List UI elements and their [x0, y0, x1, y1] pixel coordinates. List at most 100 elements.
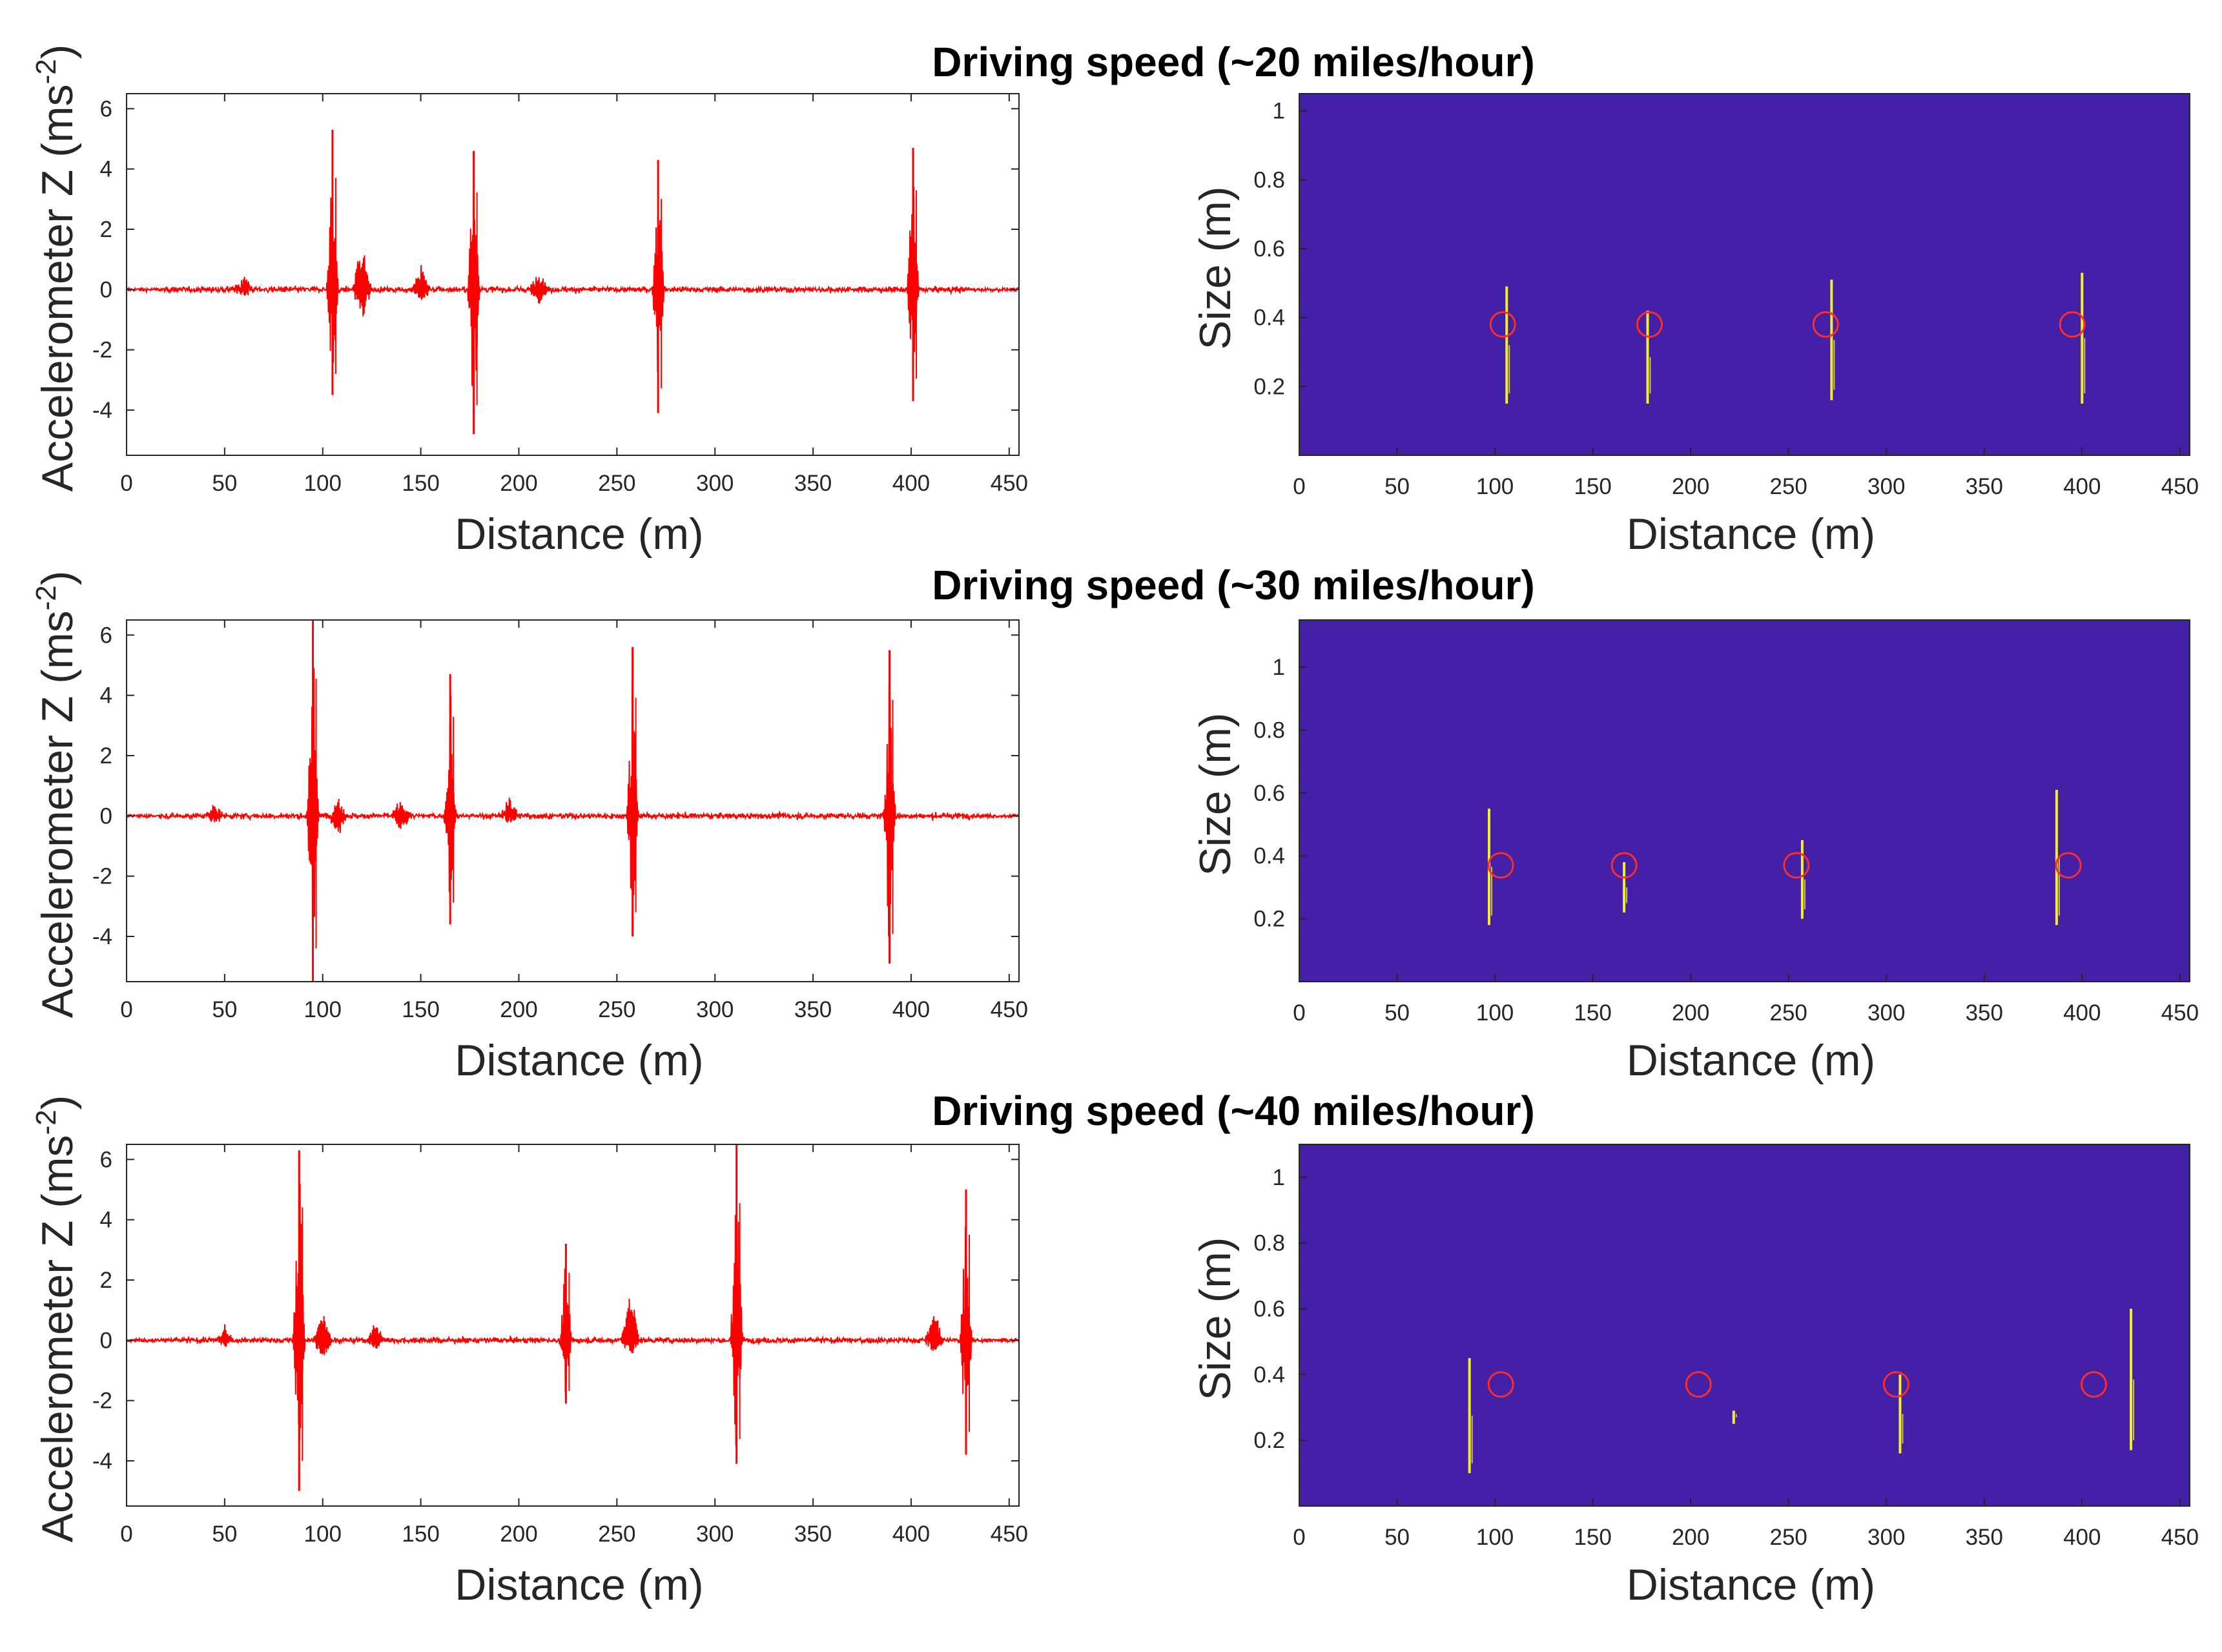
y-axis-label-sup: -2 — [30, 585, 62, 610]
x-tick-label: 200 — [500, 997, 537, 1022]
accel-chart: 0 50 100 150 200 250 300 350 400 450 -4 -2 0 2 4 6 Dista… — [30, 1095, 1028, 1609]
heatmap-frame — [1299, 1144, 2190, 1507]
x-tick-label: 50 — [1384, 1000, 1410, 1026]
x-tick-label: 200 — [1672, 474, 1709, 499]
x-tick-label: 450 — [991, 471, 1028, 496]
marker-circle — [1636, 311, 1663, 338]
x-tick-label: 350 — [1966, 1525, 2003, 1550]
y-axis-label-main: Accelerometer Z (ms — [33, 1135, 82, 1542]
x-tick-label: 250 — [1769, 474, 1807, 499]
size-map-chart: 0 50 100 150 200 250 300 350 400 450 0.2 0.4 0.6 0.8 1… — [1191, 93, 2199, 559]
marker-circle — [1610, 852, 1638, 879]
marker-circle — [1812, 311, 1839, 338]
x-tick-label: 100 — [304, 1522, 342, 1547]
plot-area — [127, 620, 1019, 982]
plot-area — [127, 94, 1019, 455]
x-tick-label: 400 — [2063, 1000, 2101, 1026]
heatmap-background — [1299, 620, 2190, 982]
y-tick-label: 0.8 — [1253, 1231, 1285, 1256]
size-map-chart: 0 50 100 150 200 250 300 350 400 450 0.2 0.4 0.6 0.8 1… — [1191, 619, 2199, 1085]
y-tick-label: 0 — [100, 277, 112, 302]
marker-circle — [1487, 852, 1514, 879]
y-tick-label: 4 — [100, 157, 112, 182]
y-tick-label: 0.2 — [1253, 1428, 1285, 1453]
x-tick-label: 50 — [212, 471, 237, 496]
y-tick-label: 0 — [100, 1328, 112, 1353]
y-tick-label: 1 — [1273, 1165, 1285, 1190]
y-tick-label: 1 — [1273, 99, 1285, 124]
y-axis-label-sup: -2 — [30, 1110, 62, 1135]
y-tick-label: 0.8 — [1253, 718, 1285, 743]
x-tick-label: 150 — [402, 997, 439, 1022]
y-tick-label: -2 — [92, 864, 112, 889]
y-tick-label: 1 — [1273, 655, 1285, 680]
y-axis-label: Size (m) — [1191, 186, 1240, 349]
x-tick-label: 150 — [1574, 1000, 1611, 1026]
y-tick-label: 0.6 — [1253, 781, 1285, 806]
y-tick-label: -4 — [92, 398, 112, 423]
row-title: Driving speed (~20 miles/hour) — [932, 39, 1535, 85]
x-tick-label: 0 — [120, 997, 132, 1022]
x-tick-label: 450 — [991, 1522, 1028, 1547]
marker-circle — [2055, 852, 2082, 879]
x-tick-label: 250 — [598, 471, 635, 496]
y-tick-label: -2 — [92, 1389, 112, 1414]
x-tick-label: 150 — [1574, 1525, 1611, 1550]
y-axis-label: Accelerometer Z (ms-2) — [30, 1095, 82, 1543]
x-tick-label: 50 — [1384, 1525, 1410, 1550]
x-axis-label: Distance (m) — [455, 510, 703, 559]
x-tick-label: 150 — [1574, 474, 1611, 499]
y-tick-label: 6 — [100, 96, 112, 121]
plot-frame — [126, 1144, 1020, 1507]
x-tick-label: 350 — [794, 1522, 832, 1547]
y-axis-label-sup: -2 — [30, 59, 62, 84]
y-tick-label: 0 — [100, 803, 112, 829]
x-tick-label: 200 — [500, 471, 537, 496]
y-tick-label: 6 — [100, 1147, 112, 1172]
x-tick-label: 200 — [1672, 1525, 1709, 1550]
y-tick-label: -2 — [92, 338, 112, 363]
marker-circle — [1487, 1371, 1514, 1398]
x-tick-label: 400 — [892, 1522, 930, 1547]
x-tick-label: 350 — [794, 471, 832, 496]
x-tick-label: 350 — [794, 997, 832, 1022]
size-map-chart: 0 50 100 150 200 250 300 350 400 450 0.2 0.4 0.6 0.8 1… — [1191, 1144, 2199, 1609]
heatmap-frame — [1299, 619, 2190, 982]
y-tick-label: 2 — [100, 743, 112, 769]
x-tick-label: 250 — [598, 997, 635, 1022]
accel-signal-line — [126, 663, 1020, 937]
x-tick-label: 300 — [696, 471, 734, 496]
row-title: Driving speed (~30 miles/hour) — [932, 562, 1535, 608]
accel-chart: 0 50 100 150 200 250 300 350 400 450 -4 -2 0 2 4 6 Dista… — [30, 571, 1028, 1085]
x-tick-label: 350 — [1966, 474, 2003, 499]
accel-chart: 0 50 100 150 200 250 300 350 400 450 -4 -2 0 2 4 6 Dista… — [30, 45, 1028, 559]
x-tick-label: 400 — [2063, 474, 2101, 499]
accel-signal-line — [126, 169, 1020, 386]
x-tick-label: 400 — [892, 997, 930, 1022]
plot-frame — [126, 93, 1020, 456]
y-tick-label: 4 — [100, 683, 112, 708]
y-tick-label: 0.4 — [1253, 1362, 1285, 1387]
y-axis-label: Accelerometer Z (ms-2) — [30, 571, 82, 1018]
heatmap-frame — [1299, 93, 2190, 456]
y-tick-label: 0.4 — [1253, 843, 1285, 869]
x-tick-label: 250 — [1769, 1525, 1807, 1550]
x-tick-label: 50 — [212, 1522, 237, 1547]
x-tick-label: 100 — [1476, 474, 1514, 499]
y-tick-label: 0.6 — [1253, 1297, 1285, 1322]
x-tick-label: 0 — [120, 1522, 132, 1547]
y-tick-label: -4 — [92, 1449, 112, 1474]
x-tick-label: 50 — [212, 997, 237, 1022]
y-tick-label: 0.4 — [1253, 305, 1285, 331]
x-tick-label: 300 — [1867, 1000, 1905, 1026]
accel-signal-line — [126, 1161, 1020, 1446]
x-tick-label: 100 — [1476, 1000, 1514, 1026]
heatmap-background — [1299, 94, 2190, 455]
plot-area — [127, 1144, 1019, 1506]
plot-frame — [126, 619, 1020, 982]
x-tick-label: 300 — [696, 1522, 734, 1547]
marker-circle — [1685, 1371, 1712, 1398]
marker-circle — [1489, 311, 1516, 338]
x-tick-label: 150 — [402, 1522, 439, 1547]
x-axis-label: Distance (m) — [1627, 1036, 1875, 1085]
